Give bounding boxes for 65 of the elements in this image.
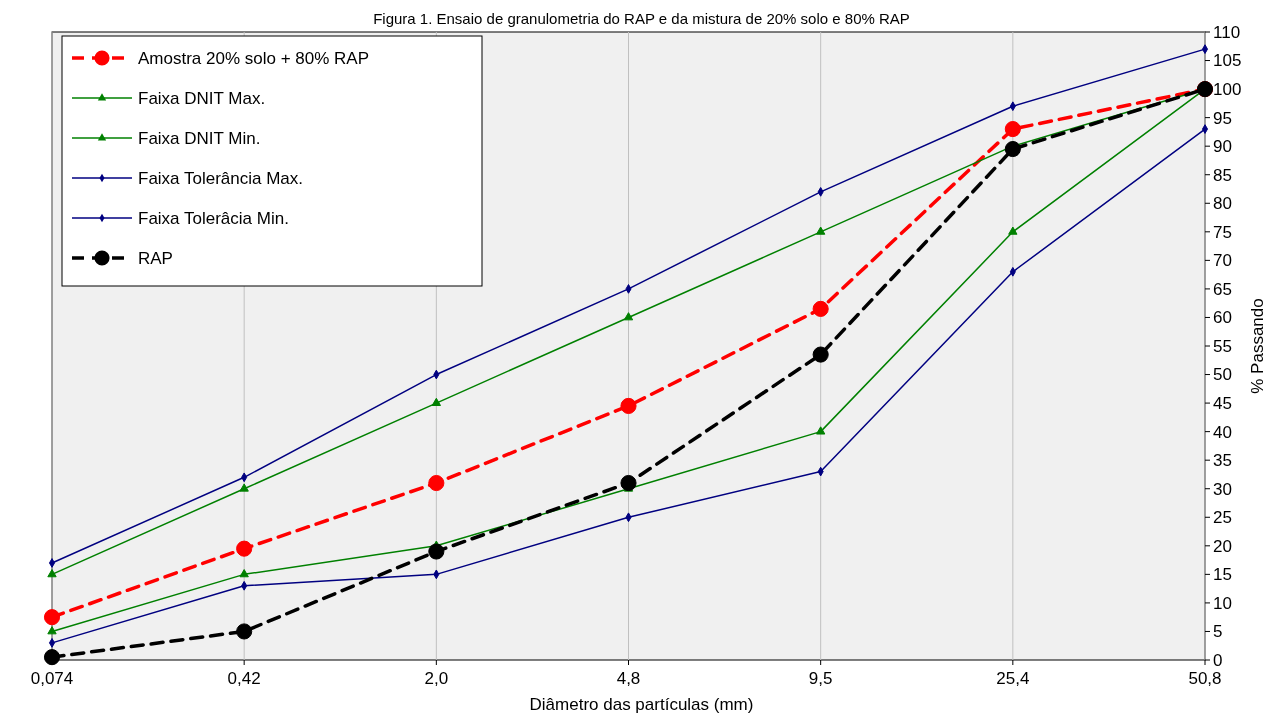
y-tick-label: 90: [1213, 137, 1232, 157]
y-tick-label: 0: [1213, 650, 1223, 670]
point: [428, 543, 445, 560]
legend-label: Faixa Tolerâcia Min.: [138, 208, 289, 228]
point: [47, 569, 57, 578]
point: [239, 569, 249, 578]
y-tick-label: 45: [1213, 394, 1232, 414]
point: [1201, 44, 1209, 54]
legend-label: Faixa DNIT Min.: [138, 128, 261, 148]
y-axis-title: % Passando: [1248, 298, 1267, 394]
x-tick-label: 2,0: [424, 669, 449, 688]
y-tick-label: 110: [1213, 22, 1241, 42]
y-tick-label: 50: [1213, 365, 1232, 385]
point: [1004, 140, 1021, 158]
y-tick-label: 25: [1213, 508, 1232, 528]
legend-label: Faixa DNIT Max.: [138, 88, 266, 108]
y-tick-label: 70: [1213, 251, 1232, 271]
point: [236, 623, 253, 640]
y-tick-label: 95: [1213, 108, 1232, 128]
legend-label: Faixa Tolerância Max.: [138, 168, 304, 188]
y-tick-label: 20: [1213, 536, 1232, 556]
legend-label: RAP: [138, 248, 173, 268]
y-tick-label: 55: [1213, 336, 1232, 356]
x-tick-label: 0,42: [227, 669, 261, 688]
point: [812, 300, 829, 317]
y-tick-label: 85: [1213, 165, 1232, 185]
x-tick-label: 0,074: [30, 669, 74, 688]
y-tick-label: 60: [1213, 308, 1232, 328]
point: [1004, 121, 1021, 138]
point: [236, 540, 253, 557]
x-axis-title: Diâmetro das partículas (mm): [529, 695, 754, 714]
point: [428, 474, 445, 492]
point: [620, 474, 637, 492]
y-tick-label: 35: [1213, 451, 1232, 471]
y-tick-label: 65: [1213, 279, 1232, 299]
point: [816, 226, 826, 235]
y-tick-label: 10: [1213, 593, 1232, 613]
point: [48, 638, 56, 648]
x-tick-label: 50,8: [1188, 669, 1222, 688]
x-tick-label: 9,5: [808, 669, 833, 688]
point: [47, 626, 57, 635]
point: [43, 609, 61, 626]
y-tick-label: 75: [1213, 222, 1232, 242]
point: [620, 397, 637, 414]
point: [812, 346, 829, 363]
point: [816, 426, 826, 435]
point: [1008, 226, 1018, 235]
point: [623, 312, 634, 321]
legend-label: Amostra 20% solo + 80% RAP: [138, 48, 370, 68]
x-tick-label: 25,4: [996, 669, 1030, 688]
y-tick-label: 5: [1213, 622, 1223, 642]
point: [239, 483, 249, 492]
point: [1201, 124, 1209, 134]
chart-title: Figura 1. Ensaio de granulometria do RAP e da mistura de 20% solo e 80% RAP: [373, 10, 910, 27]
y-tick-label: 40: [1213, 422, 1232, 442]
y-tick-label: 100: [1213, 80, 1242, 100]
point: [48, 558, 56, 568]
point: [431, 397, 441, 406]
y-tick-label: 80: [1213, 194, 1232, 214]
y-tick-label: 15: [1213, 565, 1232, 585]
point: [625, 284, 632, 294]
point: [43, 649, 61, 666]
x-tick-label: 4,8: [616, 669, 641, 688]
y-tick-label: 105: [1213, 51, 1242, 71]
y-tick-label: 30: [1213, 479, 1232, 499]
